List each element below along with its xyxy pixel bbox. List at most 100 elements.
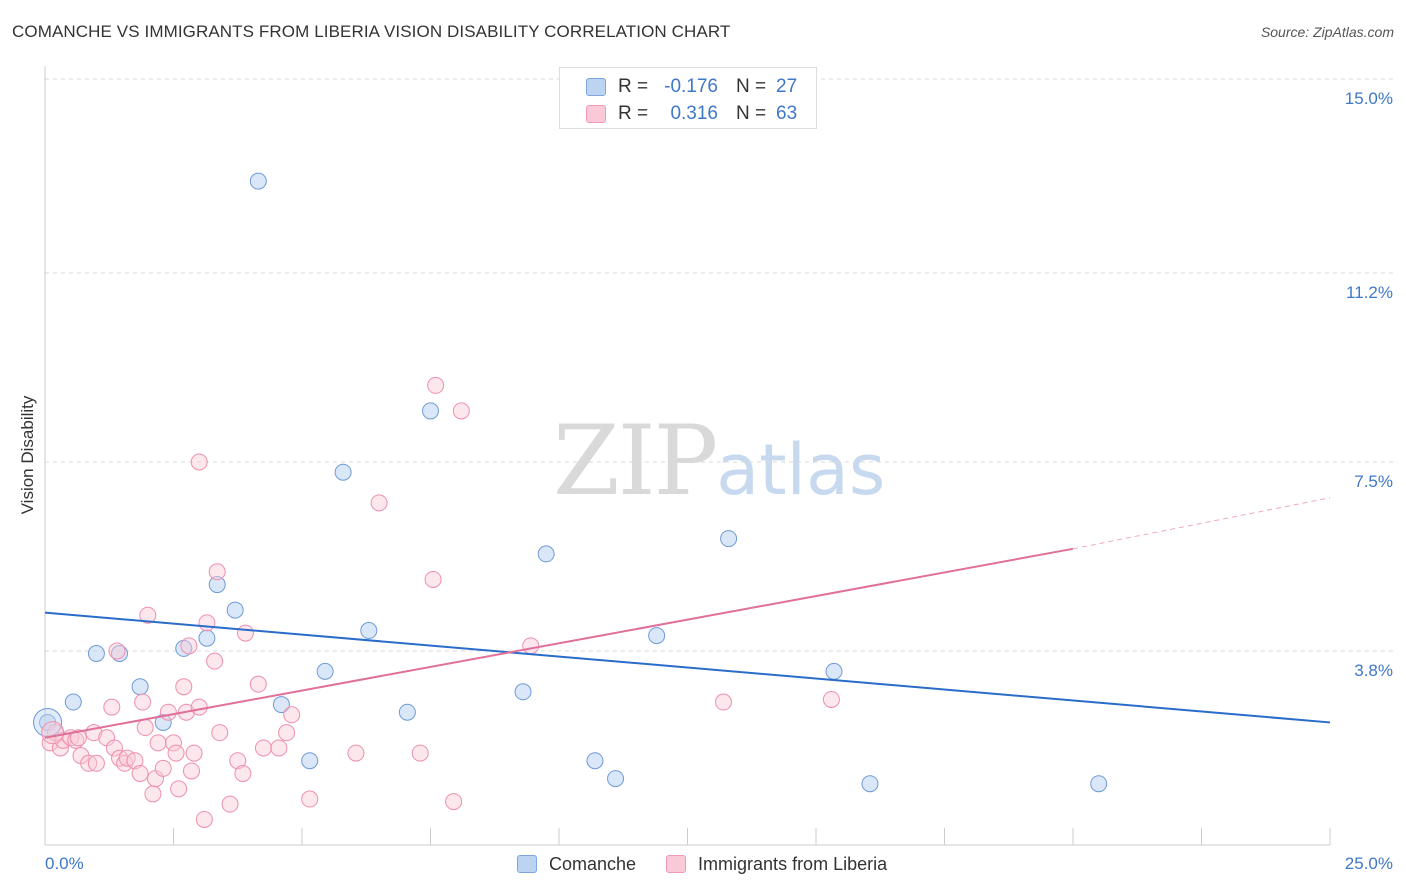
liberia-point [149,734,167,752]
liberia-point [370,494,388,512]
watermark: ZIPatlas [553,405,885,517]
liberia-point [208,563,226,581]
liberia-point [175,678,193,696]
liberia-point [249,675,267,693]
liberia-point [445,793,463,811]
liberia-point [190,453,208,471]
liberia-point [136,719,154,737]
legend-n-value: 27 [776,76,798,97]
legend-swatch-comanche [517,855,537,873]
legend-item-liberia: Immigrants from Liberia [666,854,887,875]
y-axis-label: Vision Disability [18,395,37,515]
liberia-point [254,739,272,757]
liberia-point [180,637,198,655]
liberia-point [69,729,87,747]
liberia-point [165,734,182,752]
liberia-point [822,690,840,708]
legend-swatch-comanche [586,78,606,96]
liberia-point [144,785,162,803]
legend-label-comanche: Comanche [549,853,637,874]
legend-n-label: N = [736,103,767,124]
liberia-point [182,762,200,780]
comanche-point [398,703,416,721]
legend-n-value: 63 [776,103,798,124]
legend-r-value: -0.176 [664,76,718,97]
y-tick-label: 11.2% [1346,283,1393,302]
grid-layer [45,78,1395,652]
liberia-point [116,754,134,772]
comanche-point [861,775,879,793]
legend-swatch-liberia [586,105,606,123]
liberia-point [522,637,540,655]
liberia-point [185,744,203,762]
liberia-point [108,642,126,660]
comanche-point [586,752,604,770]
liberia-point [206,652,224,670]
series-legend: Comanche Immigrants from Liberia [517,852,917,876]
legend-row-liberia: R = 0.316 N = 63 [586,102,797,126]
liberia-cluster-point [41,721,65,745]
correlation-legend: R = -0.176 N = 27 R = 0.316 N = 63 [559,67,817,129]
comanche-point [607,770,625,788]
liberia-point [278,724,296,742]
legend-item-comanche: Comanche [517,854,636,875]
comanche-trend-line [44,611,1331,724]
liberia-point [170,780,188,798]
liberia-point [103,698,121,716]
liberia-point [221,795,239,813]
liberia-point [131,765,149,783]
legend-swatch-liberia [666,855,687,873]
liberia-point [411,744,429,762]
liberia-point [234,765,252,783]
liberia-trend-extension [1072,497,1331,550]
points-layer [33,172,1108,828]
liberia-point [87,754,105,772]
liberia-point [236,624,254,642]
legend-r-value: 0.316 [670,103,718,124]
x-tick-label: 25.0% [1345,854,1393,873]
y-tick-label: 3.8% [1354,661,1393,680]
comanche-point [64,693,82,711]
comanche-point [422,402,439,420]
liberia-point [105,739,123,757]
comanche-point [131,678,149,696]
comanche-point [198,629,216,647]
liberia-point [126,752,144,770]
liberia-point [154,759,172,777]
comanche-point [175,639,193,657]
comanche-point [514,683,532,701]
legend-r-label: R = [618,103,649,124]
liberia-point [195,810,213,828]
comanche-point [272,696,290,714]
comanche-point [154,713,172,731]
axes-layer [44,66,1331,846]
comanche-point [111,645,129,662]
watermark-zip: ZIP [553,405,718,517]
tick-label-layer: 3.8% 7.5% 11.2% 15.0% 0.0% 25.0% [45,89,1393,873]
y-tick-label: 7.5% [1354,472,1393,491]
comanche-point [226,601,244,619]
liberia-point [190,698,208,716]
legend-row-comanche: R = -0.176 N = 27 [586,75,797,99]
liberia-point [347,744,365,762]
source-label: Source: ZipAtlas.com [1260,24,1394,40]
liberia-point [211,724,229,742]
legend-r-label: R = [618,76,649,97]
liberia-trend-line [44,547,1074,739]
liberia-point [229,752,247,770]
comanche-point [1090,775,1108,793]
liberia-point [283,706,301,724]
liberia-point [427,376,445,394]
chart-title: COMANCHE VS IMMIGRANTS FROM LIBERIA VISI… [12,22,731,41]
comanche-point [720,530,738,548]
comanche-point [825,662,843,680]
comanche-point [301,752,319,770]
liberia-point [714,693,732,711]
liberia-point [424,570,442,588]
comanche-point [316,662,334,680]
liberia-point [301,790,319,808]
y-tick-label: 15.0% [1345,89,1393,108]
comanche-point [537,545,555,563]
comanche-point [87,645,105,662]
